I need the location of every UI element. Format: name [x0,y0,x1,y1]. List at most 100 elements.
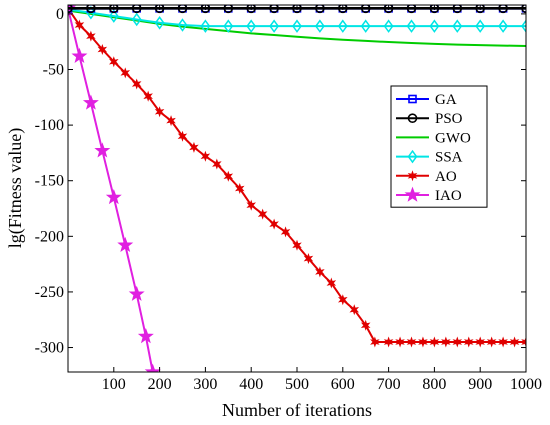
x-tick-label: 100 [102,376,126,393]
legend-label-ao: AO [435,169,457,185]
legend-marker-ao [407,170,418,182]
data-point-ssa [314,19,325,33]
data-point-pso [360,5,371,14]
data-point-ssa [200,19,211,33]
data-point-pso [292,5,302,14]
data-point-ssa [406,19,417,33]
data-point-ao [418,336,428,348]
x-tick-label: 400 [239,376,263,393]
data-point-pso [177,5,188,14]
data-point-ao [429,336,440,348]
data-point-ao [370,336,380,348]
data-point-ao [246,199,256,211]
data-point-ao [463,336,474,348]
data-point-pso [68,5,73,14]
series-ssa [68,5,526,33]
legend-label-ga: GA [435,92,457,108]
x-tick-label: 700 [377,376,401,393]
data-point-ao [441,336,451,348]
data-point-ao [97,43,108,55]
data-point-ao [280,226,291,238]
data-point-pso [429,5,440,14]
data-point-ssa [498,19,509,33]
data-point-ao [223,170,234,182]
data-point-ao [200,150,211,162]
x-axis-title: Number of iterations [222,400,372,420]
data-point-ao [269,218,279,230]
data-point-pso [383,5,394,14]
x-tick-label: 200 [148,376,172,393]
data-point-pso [406,5,417,14]
data-point-ao [212,158,222,170]
data-point-iao [71,47,88,63]
data-point-iao [128,285,145,301]
data-point-pso [200,5,211,14]
data-point-ao [292,239,302,251]
data-point-pso [498,5,508,14]
data-point-ao [509,336,520,348]
data-point-ssa [154,16,165,30]
x-tick-label: 300 [193,376,217,393]
data-point-ssa [108,9,119,23]
data-point-ao [189,141,199,153]
data-point-ao [154,106,165,118]
legend-box [390,85,488,208]
data-point-ao [177,130,188,142]
data-point-ao [349,304,360,316]
data-point-ao [395,336,405,348]
data-point-ao [338,294,348,306]
data-point-ao [131,78,142,90]
data-point-ssa [337,19,348,33]
legend-label-pso: PSO [435,111,463,127]
y-axis: 0 -50 -100 -150 -200 -250 -300 [35,6,526,357]
x-tick-label: 800 [422,376,446,393]
legend-item-ssa: SSA [396,150,463,166]
data-point-iao [144,363,161,372]
y-tick-label: -250 [35,284,64,301]
legend-item-ga: GA [396,92,457,108]
data-point-ao [521,336,526,348]
y-axis-title: lg(Fitness value) [5,128,26,248]
series-line-gwo [68,9,526,48]
data-point-pso [223,5,234,14]
y-tick-label: 0 [56,6,64,23]
data-point-pso [452,5,463,14]
series-pso [68,5,526,14]
x-tick-label: 500 [285,376,309,393]
data-point-ao [452,336,463,348]
legend-item-gwo: GWO [396,130,471,146]
legend-marker-ssa [407,149,418,164]
data-point-iao [137,328,154,344]
legend-item-iao: IAO [396,186,462,204]
data-point-ao [498,336,508,348]
data-point-ao [257,208,268,220]
data-point-iao [82,94,99,110]
data-point-ssa [429,19,440,33]
data-point-ao [109,56,119,68]
data-point-ssa [177,18,188,32]
data-point-iao [117,236,134,252]
data-point-ao [326,277,337,289]
data-point-iao [94,142,111,158]
data-point-pso [154,5,165,14]
data-point-ao [383,336,394,348]
data-point-pso [315,5,325,14]
series-gwo [68,9,526,48]
data-point-ao [303,253,314,265]
series-line-ssa [68,8,526,28]
legend-item-ao: AO [396,169,457,185]
legend-marker-iao [404,186,421,202]
data-point-pso [338,5,348,14]
data-point-ao [486,336,497,348]
y-tick-label: -200 [35,228,64,245]
data-point-pso [475,5,485,14]
series-iao [68,5,161,372]
data-point-ssa [521,19,526,33]
legend-label-gwo: GWO [435,130,471,146]
legend: GA PSO GWO SSA AO IAO [390,85,488,208]
data-point-pso [131,5,142,14]
data-point-ao [86,30,96,42]
x-axis: 100 200 300 400 500 600 700 800 900 1000 [102,5,542,393]
data-point-ao [360,319,371,331]
